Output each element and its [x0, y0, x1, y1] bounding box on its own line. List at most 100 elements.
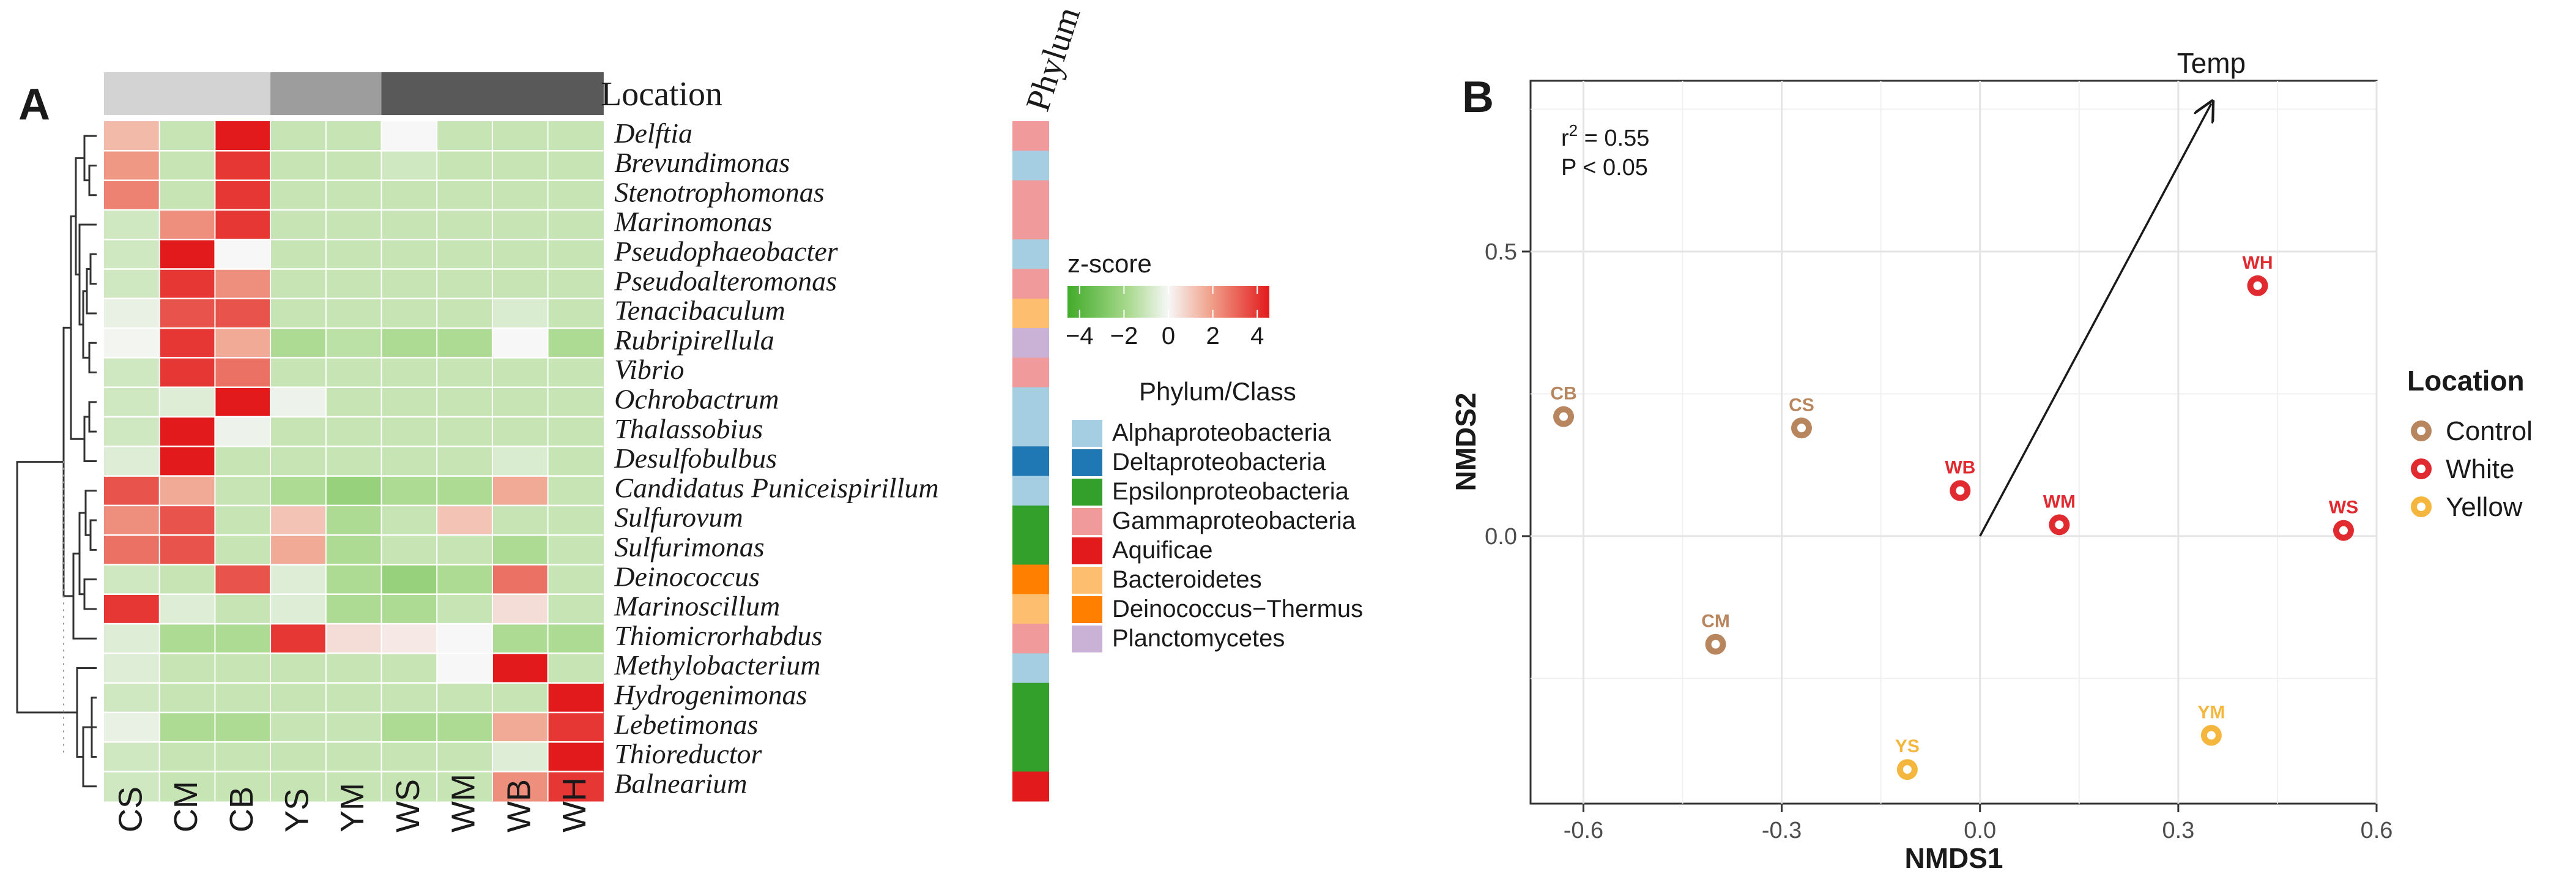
- row-label-deinococcus: Deinococcus: [614, 561, 760, 592]
- row-label-thiomicrorhabdus: Thiomicrorhabdus: [614, 620, 822, 651]
- heatmap-cell-delftia-ym: [325, 121, 382, 151]
- y-tick-label: 0.0: [1485, 524, 1517, 550]
- x-tick-label: -0.6: [1564, 818, 1603, 843]
- heatmap-cell-sulfurovum-ym: [325, 505, 382, 536]
- heatmap-cell-pseudoalteromonas-cs: [104, 269, 160, 299]
- heatmap-cell-delftia-cs: [104, 121, 160, 151]
- heatmap-cell-lebetimonas-ws: [381, 712, 437, 742]
- heatmap-cell-hydrogenimonas-cm: [159, 682, 215, 713]
- phylum-legend-swatch: [1072, 567, 1102, 594]
- phylum-legend-title: Phylum/Class: [1139, 377, 1296, 406]
- heatmap-cell-pseudophaeobacter-ws: [381, 239, 437, 270]
- heatmap-cell-vibrio-cs: [104, 357, 160, 388]
- heatmap-cell-rubripirellula-cs: [104, 328, 160, 358]
- heatmap-cell-pseudoalteromonas-ys: [270, 269, 327, 299]
- heatmap-cell-brevundimonas-ws: [381, 151, 437, 181]
- heatmap-cell-tenacibaculum-ys: [270, 298, 327, 329]
- heatmap-cell-pseudoalteromonas-cb: [215, 269, 271, 299]
- row-label-hydrogenimonas: Hydrogenimonas: [614, 679, 807, 710]
- heatmap-cell-ochrobactrum-cm: [159, 387, 215, 417]
- heatmap-cell-deinococcus-wb: [492, 564, 549, 595]
- heatmap-cell-ochrobactrum-wb: [492, 387, 549, 417]
- phylum-strip-cell-balnearium: [1012, 771, 1049, 802]
- heatmap-cell-tenacibaculum-wb: [492, 298, 549, 329]
- row-label-balnearium: Balnearium: [614, 768, 747, 799]
- heatmap-cell-candidatus-puniceispirillum-cs: [104, 476, 160, 506]
- panel-b-label: B: [1462, 73, 1494, 122]
- heatmap-cell-sulfurovum-cm: [159, 505, 215, 536]
- heatmap-cell-balnearium-cs: [104, 771, 160, 802]
- heatmap-cell-marinomonas-ys: [270, 209, 327, 240]
- row-label-pseudoalteromonas: Pseudoalteromonas: [614, 265, 837, 296]
- x-tick-label: 0.3: [2162, 818, 2194, 843]
- sample-point-cb: CB: [1550, 384, 1577, 427]
- heatmap-cell-thalassobius-cs: [104, 417, 160, 447]
- heatmap-cell-rubripirellula-wb: [492, 328, 549, 358]
- heatmap-cell-rubripirellula-cm: [159, 328, 215, 358]
- heatmap-cell-thiomicrorhabdus-wh: [547, 624, 604, 654]
- heatmap-cell-lebetimonas-wb: [492, 712, 549, 742]
- phylum-legend-swatch: [1072, 420, 1102, 447]
- heatmap-cell-desulfobulbus-ws: [381, 446, 437, 477]
- heatmap-cell-sulfurovum-cb: [215, 505, 271, 536]
- heatmap-cell-deinococcus-ys: [270, 564, 327, 595]
- location-bar-cs: [104, 72, 160, 115]
- heatmap-cell-tenacibaculum-cb: [215, 298, 271, 329]
- heatmap-cell-balnearium-ws: [381, 771, 437, 802]
- sample-point-label: CS: [1789, 395, 1814, 415]
- heatmap-cell-delftia-wm: [437, 121, 493, 151]
- stats-annotation: r2 = 0.55 P < 0.05: [1561, 121, 1649, 181]
- panel-a-heatmap: A Location DelftiaBrevundimonasStenotrop…: [16, 2, 1363, 832]
- location-bar-label: Location: [601, 75, 722, 113]
- heatmap-cell-thioreductor-ws: [381, 742, 437, 772]
- sample-point-center: [2253, 281, 2262, 290]
- heatmap-cell-stenotrophomonas-ws: [381, 180, 437, 211]
- phylum-strip-cell-marinoscillum: [1012, 594, 1049, 624]
- heatmap-cell-candidatus-puniceispirillum-wb: [492, 476, 549, 506]
- heatmap-cell-marinomonas-cm: [159, 209, 215, 240]
- heatmap-cell-pseudophaeobacter-ym: [325, 239, 382, 270]
- heatmap-cell-candidatus-puniceispirillum-wm: [437, 476, 493, 506]
- heatmap-cell-sulfurimonas-cb: [215, 535, 271, 566]
- heatmap-cell-thiomicrorhabdus-ws: [381, 624, 437, 654]
- phylum-annotation-strip: [1012, 121, 1049, 802]
- heatmap-cell-candidatus-puniceispirillum-ws: [381, 476, 437, 506]
- sample-point-label: YM: [2197, 702, 2225, 722]
- heatmap-cell-thalassobius-ys: [270, 417, 327, 447]
- heatmap-cell-thalassobius-ws: [381, 417, 437, 447]
- phylum-strip-cell-sulfurimonas: [1012, 535, 1049, 566]
- heatmap-cell-thioreductor-cm: [159, 742, 215, 772]
- phylum-strip-cell-sulfurovum: [1012, 505, 1049, 536]
- phylum-strip-cell-rubripirellula: [1012, 328, 1049, 358]
- heatmap-cell-thiomicrorhabdus-wm: [437, 624, 493, 654]
- heatmap-cell-hydrogenimonas-ys: [270, 682, 327, 713]
- phylum-legend-swatch: [1072, 479, 1102, 506]
- heatmap-cell-methylobacterium-ym: [325, 653, 382, 684]
- heatmap-cell-thiomicrorhabdus-cs: [104, 624, 160, 654]
- phylum-legend-label: Epsilonproteobacteria: [1112, 478, 1349, 505]
- panel-b-nmds: B -0.6 -0.3 0.0 0.3 0.6 0.0 0.5 NMDS1 NMDS2 r2…: [1450, 47, 2533, 874]
- sample-point-label: YS: [1895, 736, 1920, 757]
- heatmap-cell-ochrobactrum-ym: [325, 387, 382, 417]
- heatmap-cell-thalassobius-wh: [547, 417, 604, 447]
- panel-a-label: A: [18, 80, 50, 129]
- heatmap-cell-marinoscillum-cb: [215, 594, 271, 624]
- heatmap-cell-brevundimonas-wh: [547, 151, 604, 181]
- heatmap-cell-thalassobius-wm: [437, 417, 493, 447]
- location-legend-marker-center: [2417, 503, 2426, 511]
- heatmap-cell-sulfurimonas-cm: [159, 535, 215, 566]
- heatmap-cell-candidatus-puniceispirillum-wh: [547, 476, 604, 506]
- heatmap-cell-tenacibaculum-ws: [381, 298, 437, 329]
- heatmap-cell-brevundimonas-ys: [270, 151, 327, 181]
- phylum-strip-cell-thalassobius: [1012, 417, 1049, 447]
- heatmap-cell-lebetimonas-ym: [325, 712, 382, 742]
- heatmap-cell-sulfurimonas-wm: [437, 535, 493, 566]
- x-tick-label: -0.3: [1762, 818, 1802, 843]
- heatmap-cell-sulfurimonas-wb: [492, 535, 549, 566]
- heatmap-cell-ochrobactrum-cs: [104, 387, 160, 417]
- row-label-tenacibaculum: Tenacibaculum: [614, 295, 785, 326]
- heatmap-cell-brevundimonas-cm: [159, 151, 215, 181]
- heatmap-cell-tenacibaculum-wh: [547, 298, 604, 329]
- heatmap-cell-candidatus-puniceispirillum-ym: [325, 476, 382, 506]
- sample-point-center: [2207, 731, 2216, 740]
